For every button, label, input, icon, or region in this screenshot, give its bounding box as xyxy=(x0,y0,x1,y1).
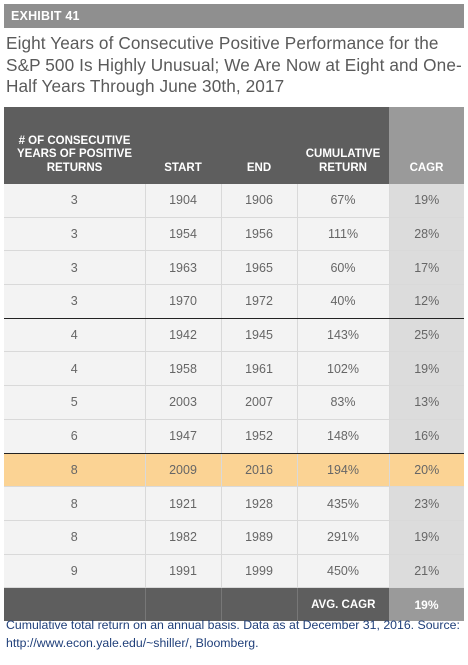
cell-cagr: 19% xyxy=(389,520,464,555)
cell-end: 2016 xyxy=(221,453,298,488)
table-row: 6 1947 1952 148% 16% xyxy=(4,419,464,454)
table-row: 4 1958 1961 102% 19% xyxy=(4,351,464,387)
cell-start: 1904 xyxy=(145,184,222,218)
cell-end: 1956 xyxy=(221,217,298,252)
cell-years: 8 xyxy=(4,486,146,521)
table-row: 3 1904 1906 67% 19% xyxy=(4,184,464,218)
cell-start: 1991 xyxy=(145,554,222,589)
avg-blank-cell xyxy=(145,587,222,622)
cell-end: 2007 xyxy=(221,385,298,420)
header-consecutive-years: # OF CONSECUTIVE YEARS OF POSITIVE RETUR… xyxy=(4,107,145,184)
cell-end: 1989 xyxy=(221,520,298,555)
consecutive-returns-table: # OF CONSECUTIVE YEARS OF POSITIVE RETUR… xyxy=(4,107,464,622)
cell-cumulative-return: 40% xyxy=(297,284,390,319)
cell-start: 1963 xyxy=(145,250,222,286)
cell-cagr: 20% xyxy=(389,453,464,488)
cell-start: 1970 xyxy=(145,284,222,319)
cell-years: 8 xyxy=(4,453,146,488)
exhibit-label: EXHIBIT 41 xyxy=(4,4,464,28)
cell-cumulative-return: 67% xyxy=(297,184,390,218)
cell-start: 1982 xyxy=(145,520,222,555)
cell-end: 1961 xyxy=(221,351,298,387)
cell-years: 3 xyxy=(4,250,146,286)
cell-cagr: 19% xyxy=(389,351,464,387)
header-cumulative-return: CUMULATIVE RETURN xyxy=(297,107,389,184)
cell-start: 1921 xyxy=(145,486,222,521)
avg-cagr-label: AVG. CAGR xyxy=(297,587,389,622)
cell-start: 1958 xyxy=(145,351,222,387)
header-end: END xyxy=(221,107,297,184)
cell-years: 3 xyxy=(4,217,146,252)
cell-years: 4 xyxy=(4,318,146,353)
table-row: 9 1991 1999 450% 21% xyxy=(4,554,464,589)
exhibit-title: Eight Years of Consecutive Positive Perf… xyxy=(6,33,462,96)
cell-end: 1945 xyxy=(221,318,298,353)
cell-start: 2009 xyxy=(145,453,222,488)
table-header-row: # OF CONSECUTIVE YEARS OF POSITIVE RETUR… xyxy=(4,107,464,184)
cell-cumulative-return: 83% xyxy=(297,385,390,420)
cell-cumulative-return: 111% xyxy=(297,217,390,252)
cell-cagr: 16% xyxy=(389,419,464,454)
cell-cagr: 28% xyxy=(389,217,464,252)
cell-cagr: 12% xyxy=(389,284,464,319)
cell-end: 1952 xyxy=(221,419,298,454)
cell-end: 1928 xyxy=(221,486,298,521)
cell-years: 6 xyxy=(4,419,146,454)
avg-blank-cell xyxy=(4,587,146,622)
cell-cumulative-return: 194% xyxy=(297,453,390,488)
cell-years: 5 xyxy=(4,385,146,420)
table-row-highlighted: 8 2009 2016 194% 20% xyxy=(4,453,464,488)
table-row: 8 1921 1928 435% 23% xyxy=(4,486,464,521)
cell-start: 2003 xyxy=(145,385,222,420)
cell-start: 1947 xyxy=(145,419,222,454)
cell-cagr: 23% xyxy=(389,486,464,521)
header-cagr: CAGR xyxy=(389,107,464,184)
cell-cumulative-return: 143% xyxy=(297,318,390,353)
avg-cagr-value: 19% xyxy=(389,587,464,622)
cell-start: 1954 xyxy=(145,217,222,252)
cell-cumulative-return: 102% xyxy=(297,351,390,387)
cell-end: 1999 xyxy=(221,554,298,589)
cell-cagr: 13% xyxy=(389,385,464,420)
cell-end: 1906 xyxy=(221,184,298,218)
cell-years: 3 xyxy=(4,184,146,218)
average-row: AVG. CAGR 19% xyxy=(4,587,464,622)
avg-blank-cell xyxy=(221,587,298,622)
cell-cumulative-return: 60% xyxy=(297,250,390,286)
cell-end: 1965 xyxy=(221,250,298,286)
cell-cumulative-return: 291% xyxy=(297,520,390,555)
cell-cagr: 17% xyxy=(389,250,464,286)
cell-start: 1942 xyxy=(145,318,222,353)
cell-end: 1972 xyxy=(221,284,298,319)
cell-cagr: 25% xyxy=(389,318,464,353)
cell-years: 4 xyxy=(4,351,146,387)
header-start: START xyxy=(145,107,221,184)
cell-cagr: 21% xyxy=(389,554,464,589)
table-row: 3 1970 1972 40% 12% xyxy=(4,284,464,319)
cell-cumulative-return: 148% xyxy=(297,419,390,454)
table-row: 3 1954 1956 111% 28% xyxy=(4,217,464,252)
cell-cumulative-return: 435% xyxy=(297,486,390,521)
cell-years: 3 xyxy=(4,284,146,319)
table-row: 8 1982 1989 291% 19% xyxy=(4,520,464,555)
table-row: 5 2003 2007 83% 13% xyxy=(4,385,464,420)
cell-years: 8 xyxy=(4,520,146,555)
footnote: Cumulative total return on an annual bas… xyxy=(6,618,460,650)
cell-years: 9 xyxy=(4,554,146,589)
table-row: 4 1942 1945 143% 25% xyxy=(4,318,464,353)
cell-cumulative-return: 450% xyxy=(297,554,390,589)
cell-cagr: 19% xyxy=(389,184,464,218)
table-row: 3 1963 1965 60% 17% xyxy=(4,250,464,286)
